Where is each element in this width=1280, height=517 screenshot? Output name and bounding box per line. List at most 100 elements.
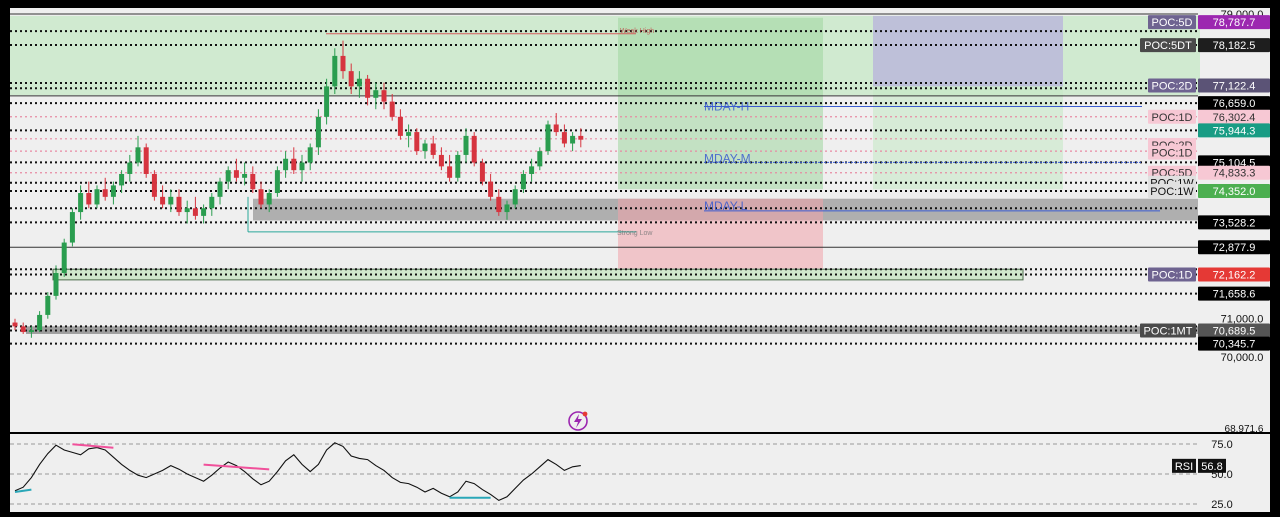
price-chart[interactable]: Weak High Strong Low MDAY-H MDAY-M MDAY-L 79,… (10, 8, 1270, 435)
price-tag-label-8: 74,352.0 (1213, 186, 1256, 198)
candle-body-4 (45, 295, 51, 315)
candle-60 (504, 200, 510, 220)
candle-62 (520, 170, 526, 194)
candle-39 (332, 48, 338, 94)
candle-body-15 (135, 147, 141, 163)
candle-body-46 (389, 101, 395, 117)
candle-44 (373, 82, 379, 110)
candle-50 (422, 139, 428, 159)
poc-label-bg-9 (1148, 267, 1196, 282)
rsi-tick-2: 25.0 (1211, 499, 1232, 511)
candle-21 (184, 200, 190, 224)
rsi-pane[interactable]: 75.0 50.0 25.0 RSI 56.8 (10, 434, 1270, 512)
poc-label-text-0: POC:5D (1152, 17, 1193, 29)
candle-body-24 (209, 196, 215, 209)
rsi-line (14, 442, 581, 502)
candle-body-68 (570, 135, 576, 144)
poc-label-text-8: POC:1W (1150, 186, 1194, 198)
candle-body-62 (520, 173, 526, 190)
candle-35 (299, 154, 305, 182)
price-tag-4: 76,302.4 (1198, 109, 1270, 124)
candle-25 (217, 177, 223, 205)
poc-label-bg-8 (1148, 184, 1196, 199)
candle-body-49 (414, 132, 420, 152)
price-tag-9: 73,528.2 (1198, 215, 1270, 230)
price-tag-12: 71,658.6 (1198, 286, 1270, 301)
candle-28 (242, 162, 248, 186)
poc-label-9: POC:1D (1148, 267, 1196, 282)
candle-body-67 (561, 132, 567, 144)
price-tag-label-10: 72,877.9 (1213, 242, 1256, 254)
candle-42 (356, 71, 362, 98)
price-tag-bg-2 (1198, 78, 1270, 93)
candle-body-5 (53, 273, 59, 296)
candle-1 (20, 322, 26, 334)
candle-body-1 (20, 326, 26, 333)
candle-19 (168, 189, 174, 213)
demand-green-box (52, 268, 1024, 281)
candle-6 (61, 238, 67, 277)
candle-body-53 (447, 166, 453, 178)
price-tag-bg-4 (1198, 109, 1270, 124)
annotation-mday-m: MDAY-M (704, 151, 751, 165)
poc-label-bg-3 (1148, 109, 1196, 124)
candle-body-52 (438, 154, 444, 167)
candle-body-51 (430, 143, 436, 155)
candle-body-27 (233, 170, 239, 178)
candle-34 (291, 147, 297, 174)
lightning-icon-ring (568, 411, 588, 431)
candle-body-33 (283, 158, 289, 171)
projection-purple-zone (873, 15, 1063, 87)
candle-body-30 (258, 189, 264, 205)
candle-7 (69, 208, 75, 247)
poc-label-10: POC:1MT (1140, 323, 1196, 338)
candle-body-58 (488, 181, 494, 197)
poc-label-text-9: POC:1D (1152, 269, 1193, 281)
price-tag-bg-1 (1198, 38, 1270, 53)
price-tag-bg-9 (1198, 215, 1270, 230)
rsi-name-bg (1172, 458, 1196, 473)
candle-body-47 (397, 116, 403, 136)
rsi-divergence-pink-2 (203, 463, 270, 471)
candle-52 (438, 147, 444, 171)
price-tick-2: 70,000.0 (1221, 352, 1264, 364)
candle-body-3 (37, 314, 43, 331)
poc-label-bg-0 (1148, 15, 1196, 30)
candle-body-59 (496, 196, 502, 213)
candle-body-8 (78, 193, 84, 213)
candle-24 (209, 193, 215, 216)
poc-label-5: POC:1D (1148, 145, 1196, 160)
candle-body-23 (201, 208, 207, 216)
price-tag-bg-13 (1198, 323, 1270, 338)
price-tag-7: 74,833.3 (1198, 165, 1270, 180)
candle-body-64 (537, 151, 543, 167)
poc-label-text-3: POC:1D (1152, 112, 1193, 124)
rsi-value-label: 56.8 (1201, 461, 1222, 473)
price-tag-bg-14 (1198, 336, 1270, 351)
candle-body-32 (274, 170, 280, 194)
candle-55 (463, 128, 469, 163)
price-tag-label-11: 72,162.2 (1213, 269, 1256, 281)
lightning-icon (568, 411, 588, 431)
rsi-current-tag: RSI 56.8 (1172, 458, 1226, 473)
poc-label-bg-1 (1140, 38, 1196, 53)
price-tag-label-0: 78,787.7 (1213, 17, 1256, 29)
price-tag-label-3: 76,659.0 (1213, 98, 1256, 110)
annotation-mday-h: MDAY-H (704, 99, 749, 113)
candle-body-50 (422, 143, 428, 152)
candle-37 (315, 109, 321, 155)
candle-4 (45, 292, 51, 319)
poc-label-text-2: POC:2D (1152, 81, 1193, 93)
candle-body-12 (110, 185, 116, 197)
candle-9 (86, 181, 92, 209)
price-tag-label-2: 77,122.4 (1213, 81, 1256, 93)
candle-body-42 (356, 78, 362, 87)
price-tag-bg-8 (1198, 184, 1270, 199)
candle-11 (102, 177, 108, 201)
candle-body-7 (69, 212, 75, 243)
candle-body-66 (553, 124, 559, 133)
poc-label-0: POC:5D (1148, 15, 1196, 30)
candle-46 (389, 93, 395, 121)
price-tag-label-9: 73,528.2 (1213, 217, 1256, 229)
